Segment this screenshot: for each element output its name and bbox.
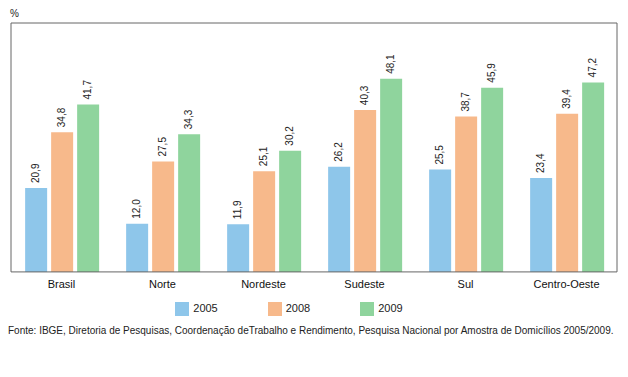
svg-text:39,4: 39,4 xyxy=(561,89,572,109)
html-text:Fonte: IBGE, Diretoria de Pesq: Fonte: IBGE, Diretoria de Pesquisas, Coo… xyxy=(8,325,614,336)
svg-text:41,7: 41,7 xyxy=(82,80,93,100)
svg-text:Brasil: Brasil xyxy=(48,278,76,290)
svg-text:26,2: 26,2 xyxy=(333,142,344,162)
svg-text:20,9: 20,9 xyxy=(30,163,41,183)
html-text:2009: 2009 xyxy=(378,301,403,314)
svg-text:Sudeste: Sudeste xyxy=(344,278,384,290)
svg-text:Centro-Oeste: Centro-Oeste xyxy=(533,278,599,290)
svg-text:Norte: Norte xyxy=(149,278,176,290)
svg-text:38,7: 38,7 xyxy=(460,92,471,112)
svg-text:30,2: 30,2 xyxy=(284,126,295,146)
svg-text:47,2: 47,2 xyxy=(587,58,598,78)
svg-text:34,3: 34,3 xyxy=(183,109,194,129)
svg-text:25,5: 25,5 xyxy=(434,145,445,165)
svg-text:48,1: 48,1 xyxy=(385,54,396,74)
svg-text:Sul: Sul xyxy=(458,278,474,290)
svg-text:11,9: 11,9 xyxy=(232,200,243,219)
svg-text:12,0: 12,0 xyxy=(131,199,142,219)
svg-text:34,8: 34,8 xyxy=(56,107,67,127)
html-text:2005: 2005 xyxy=(193,301,218,314)
svg-text:40,3: 40,3 xyxy=(359,85,370,105)
svg-text:Nordeste: Nordeste xyxy=(241,278,286,290)
svg-text:45,9: 45,9 xyxy=(486,63,497,83)
html-text:2008: 2008 xyxy=(285,301,311,314)
svg-text:23,4: 23,4 xyxy=(535,153,546,173)
svg-text:27,5: 27,5 xyxy=(157,137,168,157)
svg-text:25,1: 25,1 xyxy=(258,146,269,166)
